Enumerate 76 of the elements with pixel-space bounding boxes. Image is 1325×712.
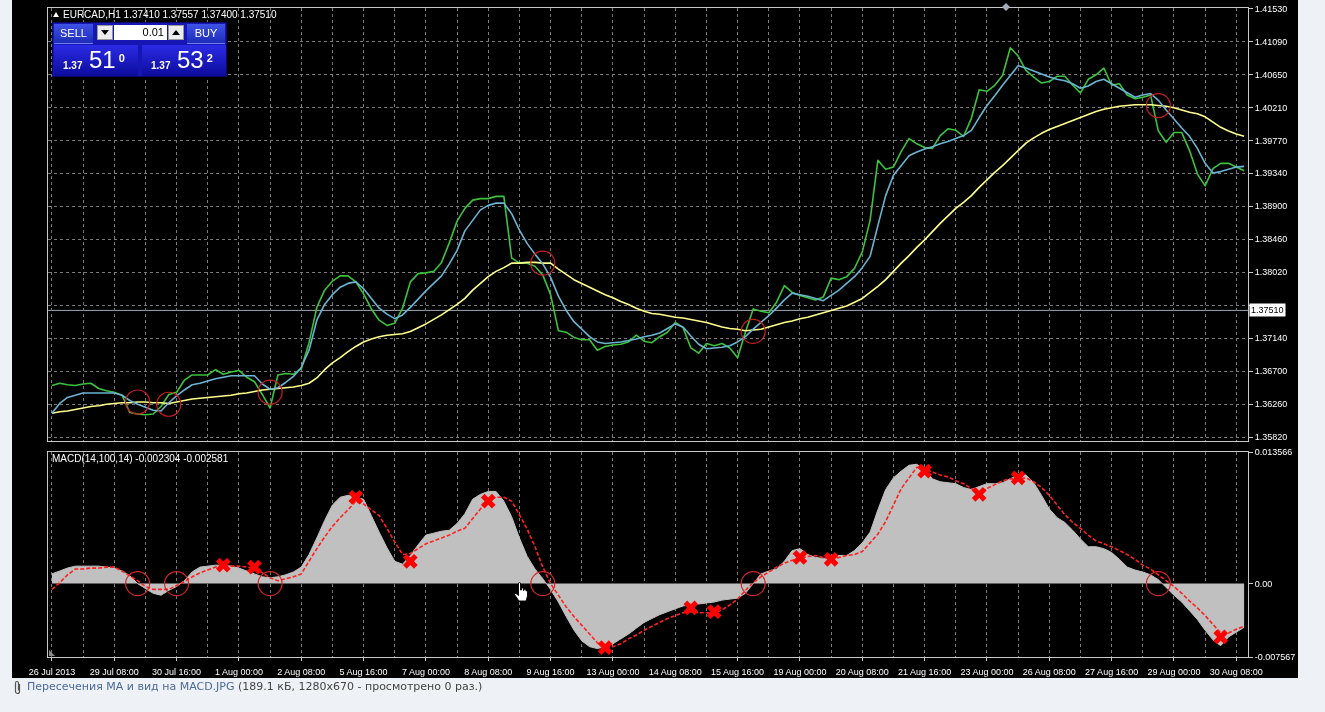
chart-title: MACD(14,100,14) -0.002304 -0.002581 xyxy=(52,453,229,464)
sell-button: SELL xyxy=(54,24,93,44)
x-tick-label: 23 Aug 00:00 xyxy=(960,666,1014,677)
y-tick-label: 1.39340 xyxy=(1254,168,1288,179)
x-tick-label: 9 Aug 16:00 xyxy=(526,666,575,677)
point xyxy=(530,571,556,597)
y-tick-label: 1.39770 xyxy=(1254,135,1288,146)
y-tick-label: 1.35820 xyxy=(1254,432,1288,443)
y-tick-label: 1.41530 xyxy=(1254,3,1288,14)
x-tick-label: 2 Aug 08:00 xyxy=(277,666,326,677)
point xyxy=(1213,629,1229,645)
ref-line-label: 1.37510 xyxy=(1251,305,1284,315)
text: (189.1 кБ, 1280x670 - просмотрено 0 раз.) xyxy=(238,680,483,693)
text: Пересечения МА и вид на MACD.JPG xyxy=(27,680,235,693)
buy-button: BUY xyxy=(187,24,225,44)
x-tick-label: 29 Jul 08:00 xyxy=(89,666,139,677)
point xyxy=(163,571,190,597)
number-field: 0.01 xyxy=(114,25,167,40)
price-box: 1.37 53$^{2}$ xyxy=(142,45,226,76)
annotation: 51$^{0}$ xyxy=(89,46,125,74)
annotation: 1.37 xyxy=(151,60,171,71)
point xyxy=(156,391,182,417)
x-tick-label: 19 Aug 00:00 xyxy=(773,666,827,677)
point xyxy=(257,571,283,597)
annotation: 53$^{2}$ xyxy=(177,46,213,74)
y-tick-label: 0.013566 xyxy=(1254,447,1293,458)
point xyxy=(971,486,987,502)
point xyxy=(597,640,613,655)
point xyxy=(480,493,496,509)
point xyxy=(125,571,151,597)
x-tick-label: 30 Aug 08:00 xyxy=(1209,666,1263,677)
point xyxy=(215,557,231,573)
y-tick-label: 1.38900 xyxy=(1254,201,1288,212)
x-tick-label: 1 Aug 00:00 xyxy=(214,666,263,677)
y-tick-label: 1.36700 xyxy=(1254,366,1288,377)
x-tick-label: 26 Jul 2013 xyxy=(28,666,76,677)
point xyxy=(917,463,932,479)
y-tick-label: 0.00 xyxy=(1254,578,1273,589)
y-tick-label: 1.37140 xyxy=(1254,333,1288,344)
x-tick-label: 13 Aug 00:00 xyxy=(586,666,640,677)
point xyxy=(792,550,808,565)
x-tick-label: 29 Aug 00:00 xyxy=(1147,666,1201,677)
y-tick-label: 1.41090 xyxy=(1254,36,1288,47)
point xyxy=(402,553,418,569)
point xyxy=(125,389,151,415)
x-tick-label: 15 Aug 16:00 xyxy=(711,666,765,677)
y-tick-label: 1.38020 xyxy=(1254,267,1288,278)
x-tick-label: 14 Aug 08:00 xyxy=(648,666,702,677)
point xyxy=(247,559,262,575)
x-tick-label: 20 Aug 08:00 xyxy=(835,666,889,677)
y-tick-label: 1.40210 xyxy=(1254,102,1288,113)
annotation: 1.37 xyxy=(63,60,83,71)
point xyxy=(1010,470,1026,486)
point xyxy=(530,250,556,276)
y-tick-label: 1.40650 xyxy=(1254,69,1288,80)
x-tick-label: 21 Aug 16:00 xyxy=(898,666,952,677)
y-tick-label: -0.007567 xyxy=(1254,652,1296,663)
x-tick-label: 7 Aug 00:00 xyxy=(401,666,450,677)
x-tick-label: 8 Aug 08:00 xyxy=(464,666,513,677)
x-tick-label: 27 Aug 16:00 xyxy=(1085,666,1139,677)
chart-title: EURCAD,H1 1.37410 1.37557 1.37400 1.37510 xyxy=(63,9,277,20)
point xyxy=(740,318,766,345)
point xyxy=(1145,571,1171,597)
point xyxy=(683,600,699,616)
x-tick-label: 5 Aug 16:00 xyxy=(339,666,388,677)
x-tick-label: 30 Jul 16:00 xyxy=(152,666,202,677)
x-tick-label: 26 Aug 08:00 xyxy=(1022,666,1076,677)
price-box: 1.37 51$^{0}$ xyxy=(54,45,138,76)
y-tick-label: 1.36260 xyxy=(1254,399,1288,410)
point xyxy=(706,604,722,620)
point xyxy=(823,551,839,567)
point xyxy=(348,489,364,505)
y-tick-label: 1.38460 xyxy=(1254,234,1288,245)
point xyxy=(257,379,283,405)
point xyxy=(740,571,766,597)
point xyxy=(1145,92,1171,119)
